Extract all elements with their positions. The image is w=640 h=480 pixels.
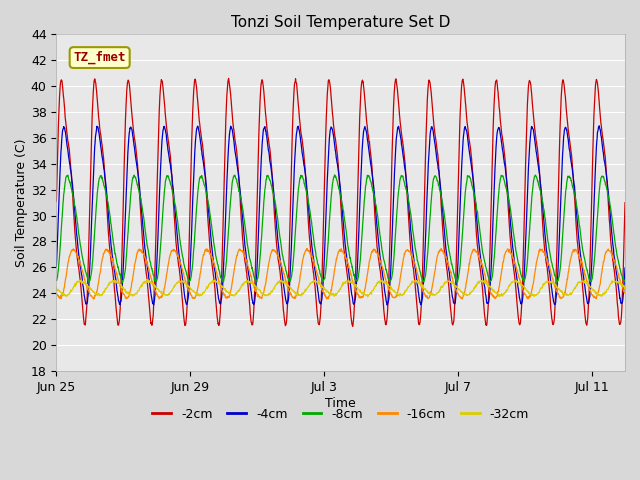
-32cm — [195, 293, 203, 299]
-8cm — [68, 188, 76, 194]
-32cm — [68, 287, 76, 293]
-8cm — [52, 277, 60, 283]
Line: -16cm: -16cm — [56, 249, 625, 299]
-8cm — [497, 175, 504, 181]
Line: -2cm: -2cm — [56, 78, 625, 326]
-4cm — [195, 127, 202, 133]
-16cm — [303, 246, 311, 252]
Line: -8cm: -8cm — [56, 175, 625, 283]
-4cm — [383, 302, 391, 308]
-4cm — [621, 265, 629, 271]
-16cm — [146, 271, 154, 276]
-8cm — [147, 259, 154, 265]
X-axis label: Time: Time — [325, 396, 356, 409]
Line: -4cm: -4cm — [56, 126, 625, 305]
-32cm — [52, 284, 60, 290]
-16cm — [497, 276, 504, 281]
-8cm — [331, 172, 339, 178]
-4cm — [358, 156, 365, 161]
-32cm — [358, 290, 366, 296]
-32cm — [147, 279, 154, 285]
-16cm — [52, 290, 60, 296]
-2cm — [358, 77, 366, 83]
-16cm — [195, 282, 202, 288]
-16cm — [68, 247, 76, 252]
-16cm — [621, 290, 629, 296]
-4cm — [179, 276, 186, 282]
-2cm — [52, 199, 60, 204]
-32cm — [179, 279, 187, 285]
Text: TZ_fmet: TZ_fmet — [74, 51, 126, 64]
-8cm — [119, 280, 127, 286]
-8cm — [358, 225, 366, 230]
-2cm — [179, 300, 186, 306]
-2cm — [349, 324, 356, 329]
-2cm — [68, 182, 76, 188]
-16cm — [358, 294, 366, 300]
-16cm — [179, 268, 186, 274]
-2cm — [195, 109, 202, 115]
-2cm — [146, 309, 154, 315]
-32cm — [621, 286, 629, 291]
-8cm — [195, 180, 203, 185]
-4cm — [497, 131, 504, 136]
-8cm — [179, 255, 187, 261]
-16cm — [323, 296, 331, 302]
-8cm — [621, 278, 629, 284]
Title: Tonzi Soil Temperature Set D: Tonzi Soil Temperature Set D — [231, 15, 451, 30]
-32cm — [364, 294, 372, 300]
-2cm — [497, 119, 504, 125]
-2cm — [225, 75, 232, 81]
-32cm — [143, 276, 151, 282]
-32cm — [497, 292, 504, 298]
Legend: -2cm, -4cm, -8cm, -16cm, -32cm: -2cm, -4cm, -8cm, -16cm, -32cm — [147, 403, 534, 426]
Y-axis label: Soil Temperature (C): Soil Temperature (C) — [15, 138, 28, 267]
Line: -32cm: -32cm — [56, 279, 625, 297]
-4cm — [68, 179, 76, 185]
-2cm — [621, 200, 629, 205]
-4cm — [146, 282, 154, 288]
-4cm — [595, 123, 603, 129]
-4cm — [52, 264, 60, 269]
